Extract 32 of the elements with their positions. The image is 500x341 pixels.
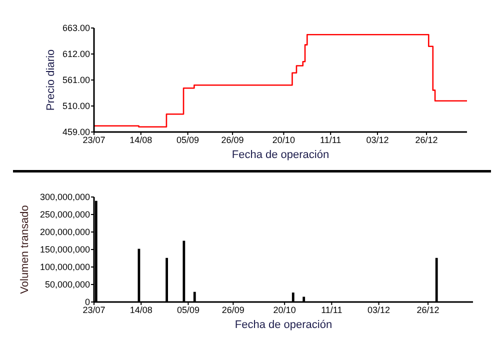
y-tick-label: 150,000,000 (40, 244, 90, 254)
y-axis-title: Volumen transado (19, 205, 31, 294)
x-tick-label: 23/07 (82, 305, 106, 315)
y-tick-label: 50,000,000 (44, 280, 90, 290)
x-axis-title: Fecha de operación (232, 149, 330, 161)
x-tick-label: 14/08 (130, 135, 152, 145)
x-axis-title: Fecha de operación (234, 319, 332, 331)
x-tick-label: 03/12 (366, 135, 389, 145)
x-tick-label: 05/09 (176, 135, 200, 145)
x-tick-label: 20/10 (272, 135, 295, 145)
y-tick-label: 663.00 (62, 23, 90, 33)
y-axis-title: Precio diario (45, 49, 57, 111)
x-tick-label: 05/09 (176, 305, 200, 315)
x-tick-label: 26/12 (415, 135, 438, 145)
y-tick-label: 100,000,000 (40, 262, 90, 272)
y-tick-label: 300,000,000 (40, 192, 90, 202)
y-tick-label: 200,000,000 (40, 227, 90, 237)
y-tick-label: 612.00 (62, 49, 90, 59)
x-tick-label: 11/11 (321, 305, 342, 315)
y-tick-label: 0 (84, 297, 90, 307)
x-tick-label: 20/10 (273, 305, 296, 315)
y-tick-label: 561.00 (62, 75, 90, 85)
x-tick-label: 23/07 (82, 135, 106, 145)
x-tick-label: 11/11 (320, 135, 342, 145)
x-tick-label: 26/09 (222, 305, 244, 315)
x-tick-label: 14/08 (130, 305, 152, 315)
x-tick-label: 26/12 (416, 305, 440, 315)
y-tick-label: 510.00 (62, 101, 90, 111)
x-tick-label: 26/09 (221, 135, 244, 145)
x-tick-label: 03/12 (368, 305, 390, 315)
y-tick-label: 459.00 (62, 127, 90, 137)
y-tick-label: 250,000,000 (40, 210, 90, 220)
